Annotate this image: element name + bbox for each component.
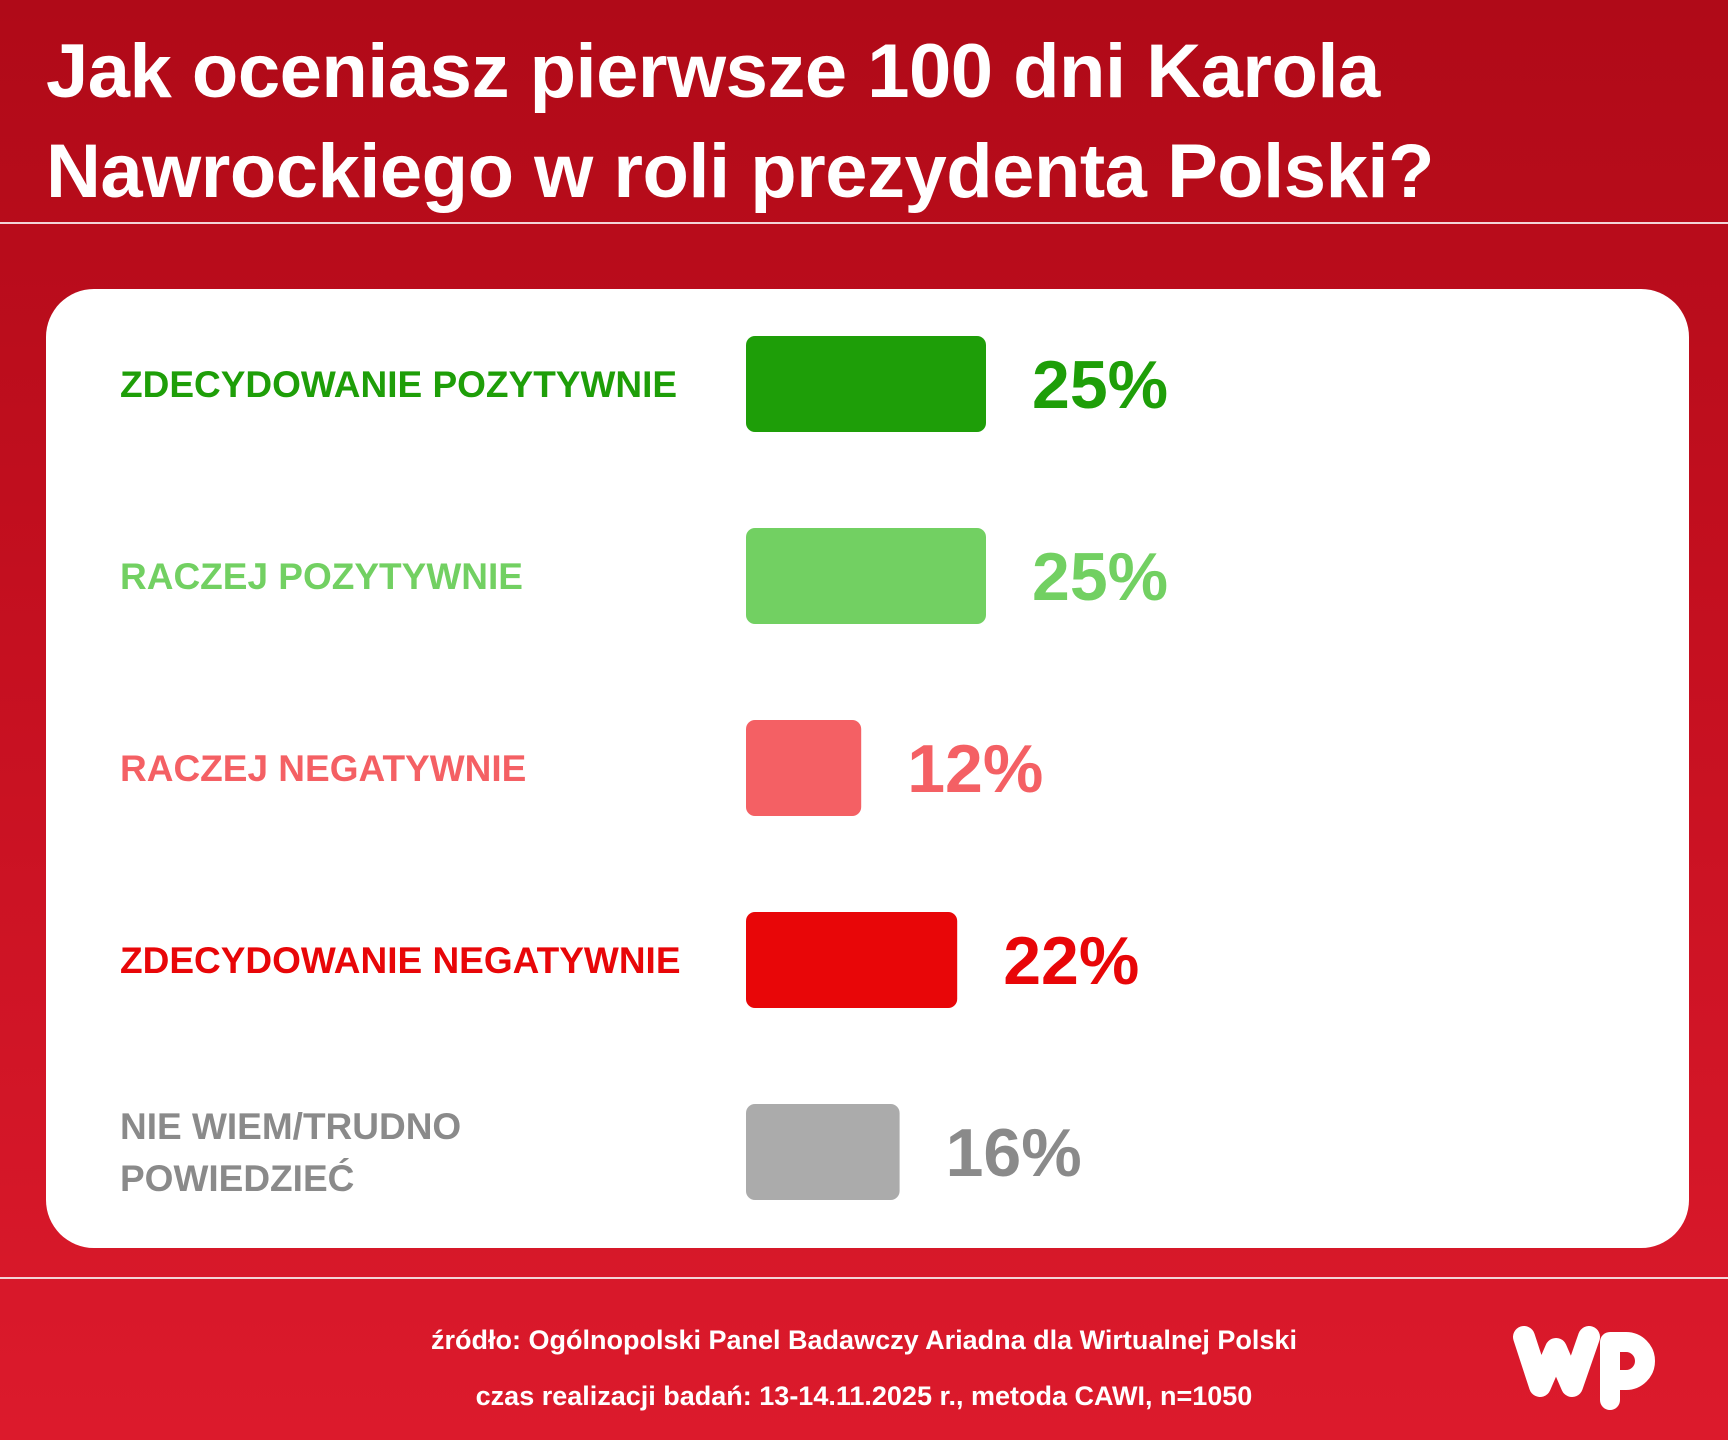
footer-divider bbox=[0, 1277, 1728, 1279]
page-title: Jak oceniasz pierwsze 100 dni Karola Naw… bbox=[46, 22, 1686, 222]
value-label: 16% bbox=[946, 1115, 1082, 1191]
wp-logo-icon bbox=[1510, 1312, 1660, 1417]
category-label: ZDECYDOWANIE POZYTYWNIE bbox=[120, 364, 677, 405]
header-divider bbox=[0, 222, 1728, 224]
chart-panel: ZDECYDOWANIE POZYTYWNIE 25% RACZEJ POZYTYW… bbox=[46, 289, 1689, 1248]
method-note: czas realizacji badań: 13-14.11.2025 r.,… bbox=[475, 1381, 1253, 1411]
category-label: POWIEDZIEĆ bbox=[120, 1157, 354, 1199]
bar bbox=[746, 528, 986, 624]
bar bbox=[746, 336, 986, 432]
bar-row: NIE WIEM/TRUDNO POWIEDZIEĆ 16% bbox=[120, 1104, 1082, 1200]
category-label: RACZEJ NEGATYWNIE bbox=[120, 748, 526, 789]
value-label: 22% bbox=[1003, 923, 1139, 999]
bar-row: ZDECYDOWANIE NEGATYWNIE 22% bbox=[120, 912, 1139, 1008]
category-label: RACZEJ POZYTYWNIE bbox=[120, 556, 523, 597]
footer: źródło: Ogólnopolski Panel Badawczy Aria… bbox=[0, 1312, 1728, 1424]
value-label: 25% bbox=[1032, 539, 1168, 615]
value-label: 25% bbox=[1032, 347, 1168, 423]
category-label: NIE WIEM/TRUDNO bbox=[120, 1106, 461, 1147]
bar-row: RACZEJ NEGATYWNIE 12% bbox=[120, 720, 1043, 816]
title-line-2: Nawrockiego w roli prezydenta Polski? bbox=[46, 129, 1434, 214]
bar-chart: ZDECYDOWANIE POZYTYWNIE 25%RACZEJ POZYTYW… bbox=[120, 336, 1168, 1200]
title-line-1: Jak oceniasz pierwsze 100 dni Karola bbox=[46, 29, 1380, 114]
bar-row: ZDECYDOWANIE POZYTYWNIE 25% bbox=[120, 336, 1168, 432]
value-label: 12% bbox=[907, 731, 1043, 807]
bar bbox=[746, 912, 958, 1008]
category-label: ZDECYDOWANIE NEGATYWNIE bbox=[120, 940, 681, 981]
bar bbox=[746, 1104, 900, 1200]
source-note: źródło: Ogólnopolski Panel Badawczy Aria… bbox=[431, 1325, 1297, 1355]
bar bbox=[746, 720, 862, 816]
bar-row: RACZEJ POZYTYWNIE 25% bbox=[120, 528, 1168, 624]
